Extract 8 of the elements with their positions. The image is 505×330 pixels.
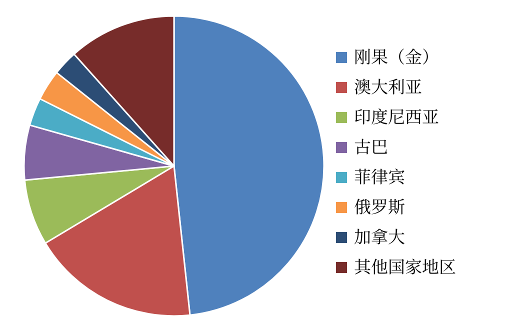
legend-label: 刚果（金） — [354, 43, 439, 68]
legend-label: 加拿大 — [354, 223, 405, 248]
legend-label: 印度尼西亚 — [354, 103, 439, 128]
legend-label: 俄罗斯 — [354, 193, 405, 218]
legend-label: 古巴 — [354, 133, 388, 158]
legend-label: 菲律宾 — [354, 163, 405, 188]
legend-label: 澳大利亚 — [354, 73, 422, 98]
legend-label: 其他国家地区 — [354, 253, 456, 278]
